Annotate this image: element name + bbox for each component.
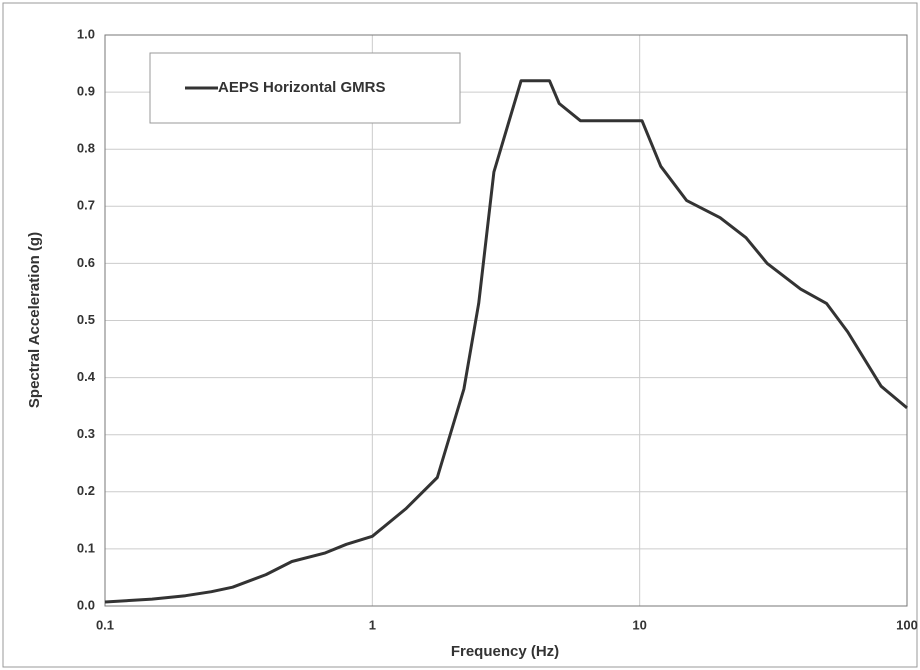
- plot-frame: [104, 34, 908, 607]
- data-line: [104, 79, 908, 604]
- y-tick-label: 0.3: [77, 426, 95, 441]
- x-tick-label: 100: [896, 617, 918, 632]
- x-tick-label: 10: [632, 617, 646, 632]
- y-tick-label: 1.0: [77, 26, 95, 41]
- y-tick-label: 0.4: [77, 369, 96, 384]
- y-tick-label: 0.7: [77, 198, 95, 213]
- y-tick-label: 0.6: [77, 255, 95, 270]
- x-axis-label: Frequency (Hz): [451, 643, 559, 660]
- x-tick-label: 0.1: [96, 617, 114, 632]
- y-tick-label: 0.1: [77, 540, 95, 555]
- x-tick-label: 1: [369, 617, 376, 632]
- y-tick-label: 0.9: [77, 84, 95, 99]
- y-tick-label: 0.5: [77, 312, 95, 327]
- y-tick-label: 0.2: [77, 483, 95, 498]
- y-tick-label: 0.0: [77, 597, 95, 612]
- legend-label: AEPS Horizontal GMRS: [218, 79, 386, 96]
- y-tick-label: 0.8: [77, 141, 95, 156]
- y-axis-label: Spectral Acceleration (g): [26, 232, 43, 408]
